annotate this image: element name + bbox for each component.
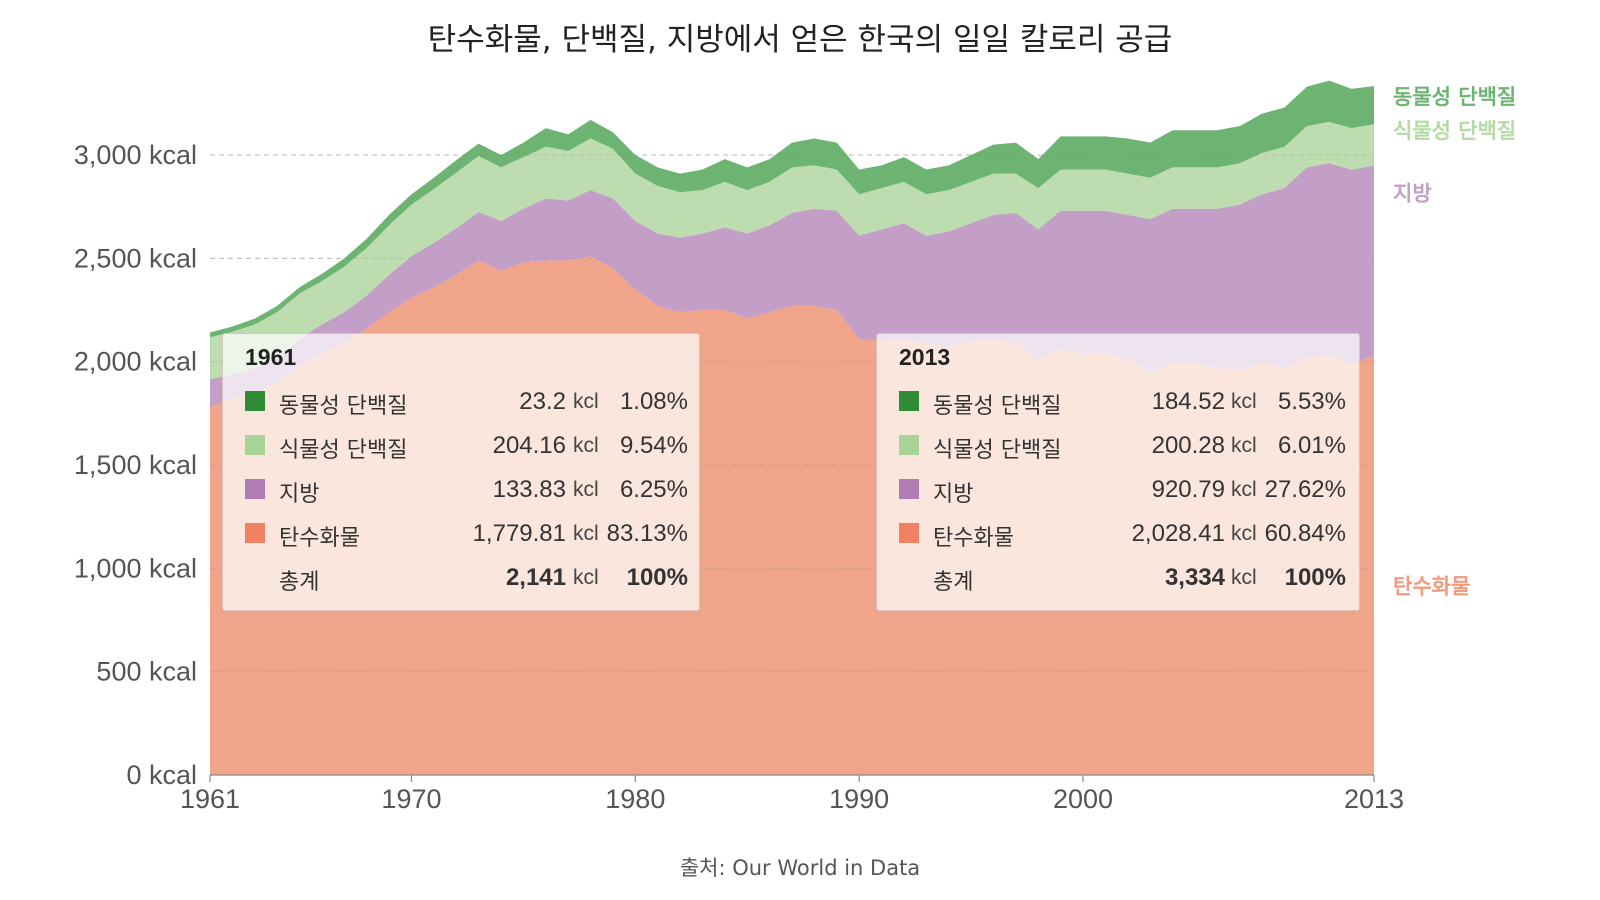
row-percent: 1.08% [619, 388, 688, 415]
area-동물성 단백질 [210, 80, 1374, 338]
row-unit: kcl [1231, 522, 1257, 545]
row-value: 204.16 [492, 432, 566, 459]
series-label-동물성 단백질: 동물성 단백질 [1393, 85, 1516, 109]
panel-year: 2013 [899, 344, 951, 370]
row-value: 23.2 [519, 388, 566, 415]
row-percent: 27.62% [1264, 476, 1346, 503]
total-unit: kcl [1231, 566, 1257, 589]
panel-row-fat: 지방 133.83 kcl 6.25% [223, 470, 699, 510]
series-label-식물성 단백질: 식물성 단백질 [1393, 119, 1516, 143]
panel-row-total: 총계 2,141 kcl 100% [223, 558, 699, 598]
x-tick-label: 1961 [180, 784, 240, 814]
row-label: 지방 [279, 482, 320, 507]
row-unit: kcl [1231, 390, 1257, 413]
swatch-fat [245, 479, 265, 499]
row-label: 식물성 단백질 [279, 438, 408, 463]
series-label-지방: 지방 [1393, 182, 1432, 206]
total-label: 총계 [933, 570, 974, 595]
x-tick-label: 1980 [605, 784, 665, 814]
total-percent: 100% [1284, 564, 1346, 591]
swatch-fat [899, 479, 919, 499]
row-unit: kcl [1231, 434, 1257, 457]
y-tick-label: 1,000 kcal [74, 553, 197, 583]
row-percent: 5.53% [1277, 388, 1346, 415]
row-percent: 60.84% [1264, 520, 1346, 547]
row-value: 184.52 [1151, 388, 1225, 415]
row-unit: kcl [573, 390, 599, 413]
panel-row-carbohydrate: 탄수화물 1,779.81 kcl 83.13% [223, 514, 699, 554]
row-percent: 9.54% [619, 432, 688, 459]
x-tick-label: 2013 [1344, 784, 1404, 814]
panel-row-carbohydrate: 탄수화물 2,028.41 kcl 60.84% [877, 514, 1359, 554]
swatch-animal-protein [899, 391, 919, 411]
y-tick-label: 2,000 kcal [74, 347, 197, 377]
panel-row-fat: 지방 920.79 kcl 27.62% [877, 470, 1359, 510]
panel-row-animal-protein: 동물성 단백질 184.52 kcl 5.53% [877, 382, 1359, 422]
row-percent: 6.01% [1277, 432, 1346, 459]
x-tick-label: 1990 [829, 784, 889, 814]
series-label-탄수화물: 탄수화물 [1393, 574, 1470, 598]
panel-row-plant-protein: 식물성 단백질 200.28 kcl 6.01% [877, 426, 1359, 466]
row-label: 탄수화물 [933, 526, 1014, 551]
row-percent: 6.25% [619, 476, 688, 503]
source-note: 출처: Our World in Data [679, 856, 921, 880]
panel-year: 1961 [245, 344, 297, 370]
row-value: 2,028.41 [1131, 520, 1225, 547]
y-tick-label: 1,500 kcal [74, 450, 197, 480]
panel-row-plant-protein: 식물성 단백질 204.16 kcl 9.54% [223, 426, 699, 466]
row-value: 1,779.81 [472, 520, 566, 547]
row-label: 식물성 단백질 [933, 438, 1062, 463]
tooltip-panel-1961: 1961 동물성 단백질 23.2 kcl 1.08% 식물성 단백질 204.… [222, 333, 700, 611]
row-label: 동물성 단백질 [279, 394, 408, 419]
y-tick-label: 500 kcal [96, 657, 197, 687]
swatch-carbohydrate [899, 523, 919, 543]
row-label: 동물성 단백질 [933, 394, 1062, 419]
swatch-animal-protein [245, 391, 265, 411]
row-value: 920.79 [1151, 476, 1225, 503]
row-unit: kcl [573, 434, 599, 457]
y-tick-label: 0 kcal [126, 760, 197, 790]
panel-row-animal-protein: 동물성 단백질 23.2 kcl 1.08% [223, 382, 699, 422]
total-label: 총계 [279, 570, 320, 595]
series-labels: 탄수화물 지방 식물성 단백질 동물성 단백질 [1393, 85, 1516, 598]
row-label: 지방 [933, 482, 974, 507]
chart-title: 탄수화물, 단백질, 지방에서 얻은 한국의 일일 칼로리 공급 [427, 22, 1173, 58]
row-percent: 83.13% [606, 520, 688, 547]
x-tick-label: 1970 [381, 784, 441, 814]
swatch-plant-protein [899, 435, 919, 455]
total-percent: 100% [626, 564, 688, 591]
row-label: 탄수화물 [279, 526, 360, 551]
total-value: 3,334 [1164, 564, 1225, 591]
row-unit: kcl [573, 522, 599, 545]
y-tick-label: 3,000 kcal [74, 140, 197, 170]
area-식물성 단백질 [210, 121, 1374, 380]
tooltip-panel-2013: 2013 동물성 단백질 184.52 kcl 5.53% 식물성 단백질 20… [876, 333, 1360, 611]
total-unit: kcl [573, 566, 599, 589]
row-unit: kcl [1231, 478, 1257, 501]
axes: 0 kcal 500 kcal 1,000 kcal 1,500 kcal 2,000 … [74, 140, 1404, 814]
total-value: 2,141 [505, 564, 566, 591]
x-tick-label: 2000 [1053, 784, 1113, 814]
panel-row-total: 총계 3,334 kcl 100% [877, 558, 1359, 598]
row-unit: kcl [573, 478, 599, 501]
y-tick-label: 2,500 kcal [74, 243, 197, 273]
swatch-plant-protein [245, 435, 265, 455]
swatch-carbohydrate [245, 523, 265, 543]
row-value: 200.28 [1151, 432, 1225, 459]
row-value: 133.83 [492, 476, 566, 503]
